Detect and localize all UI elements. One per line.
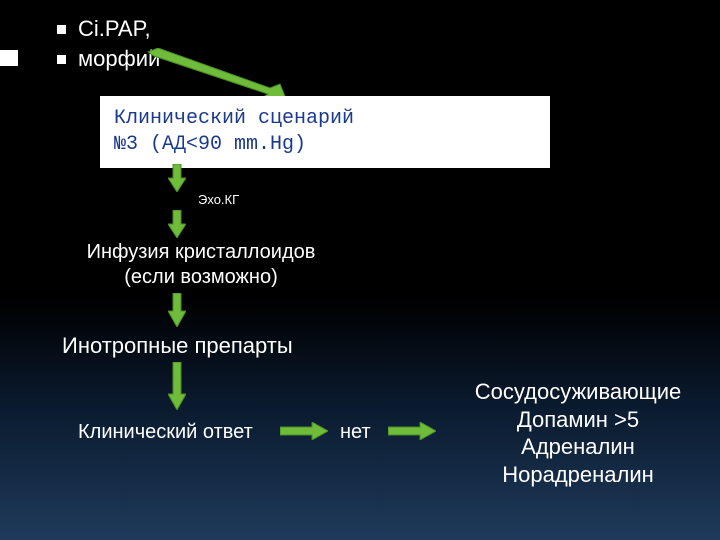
vasoconstrictors-label: Сосудосуживающие Допамин >5 Адреналин Но… — [448, 378, 708, 488]
arrow-right-icon — [388, 422, 436, 440]
echo-label: Эхо.КГ — [198, 192, 239, 208]
bullet-marker-icon — [57, 25, 66, 34]
bullet-text-1: Ci.PAP, — [78, 16, 151, 42]
infusion-line2: (если возможно) — [76, 265, 326, 290]
arrow-right-icon — [280, 422, 328, 440]
bullet-item-1: Ci.PAP, — [57, 16, 151, 42]
vaso-line1: Сосудосуживающие — [448, 378, 708, 406]
scenario-line1: Клинический сценарий — [114, 106, 536, 132]
arrow-down-icon — [168, 293, 186, 327]
vaso-line2: Допамин >5 — [448, 406, 708, 434]
vaso-line3: Адреналин — [448, 433, 708, 461]
arrow-down-icon — [168, 362, 186, 410]
no-label: нет — [340, 420, 371, 445]
infusion-label: Инфузия кристаллоидов (если возможно) — [76, 240, 326, 290]
vaso-line4: Норадреналин — [448, 461, 708, 489]
scenario-line2: №3 (АД<90 mm.Hg) — [114, 132, 536, 158]
response-label: Клинический ответ — [78, 420, 253, 445]
arrow-down-icon — [168, 210, 186, 238]
arrow-down-icon — [168, 164, 186, 192]
scenario-box: Клинический сценарий №3 (АД<90 mm.Hg) — [100, 96, 550, 168]
infusion-line1: Инфузия кристаллоидов — [76, 240, 326, 265]
inotropes-label: Инотропные препарты — [62, 332, 293, 360]
side-accent — [0, 50, 18, 66]
bullet-marker-icon — [57, 55, 66, 64]
